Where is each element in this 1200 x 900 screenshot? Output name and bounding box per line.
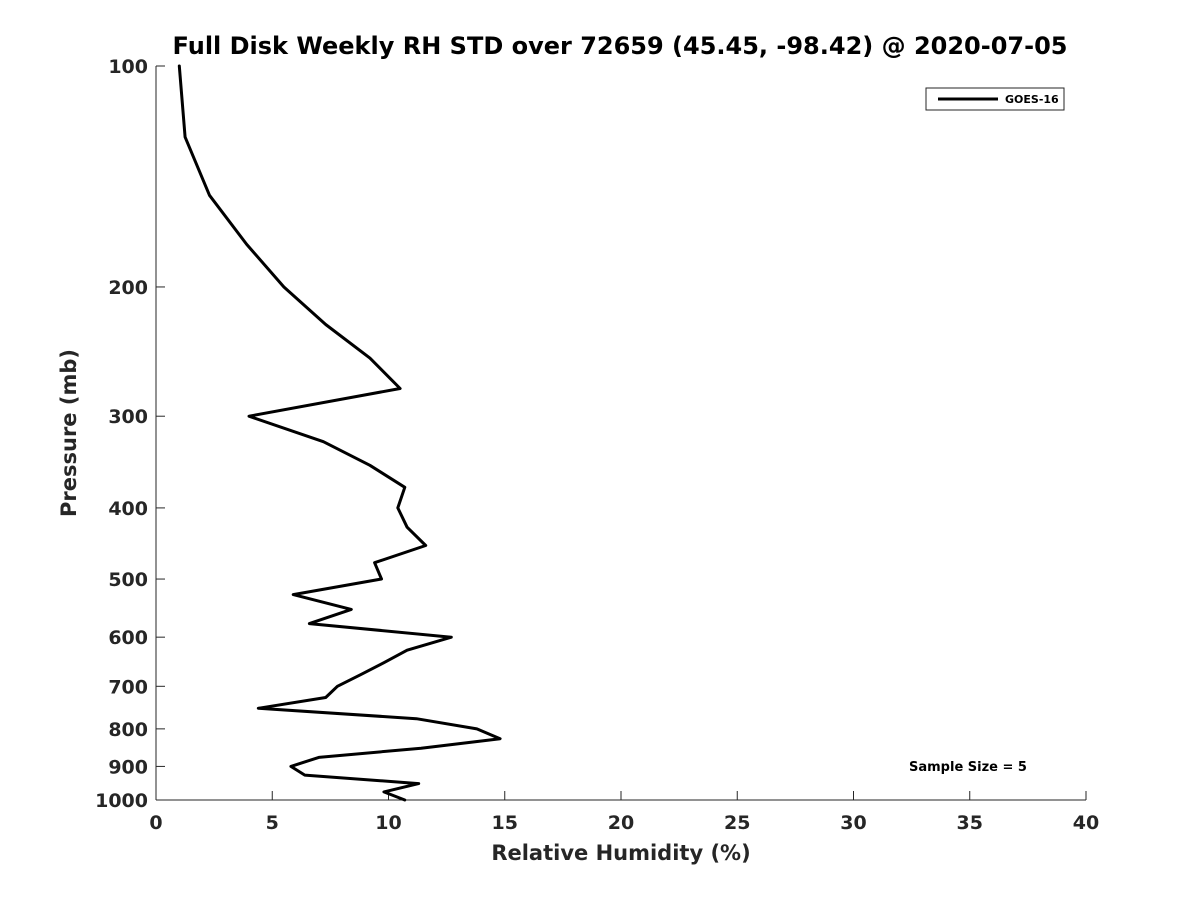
x-tick-label: 0 — [149, 812, 162, 834]
x-axis-label: Relative Humidity (%) — [491, 841, 750, 865]
chart-title: Full Disk Weekly RH STD over 72659 (45.4… — [173, 32, 1068, 60]
legend-entry-goes-16: GOES-16 — [1005, 93, 1059, 106]
x-tick-label: 30 — [840, 812, 866, 834]
x-tick-label: 40 — [1073, 812, 1099, 834]
y-tick-label: 100 — [108, 56, 148, 78]
x-ticks: 0 5 10 15 20 25 30 35 40 — [149, 791, 1099, 834]
y-tick-label: 700 — [108, 676, 148, 698]
x-tick-label: 5 — [266, 812, 279, 834]
y-ticks: 100 200 300 400 500 600 700 800 900 1000 — [95, 56, 165, 812]
x-tick-label: 15 — [492, 812, 518, 834]
x-tick-label: 10 — [375, 812, 401, 834]
x-tick-label: 20 — [608, 812, 634, 834]
y-axis-label: Pressure (mb) — [57, 349, 81, 517]
series-layer — [177, 64, 502, 802]
y-tick-label: 800 — [108, 719, 148, 741]
legend: GOES-16 — [925, 87, 1065, 111]
y-tick-label: 600 — [108, 627, 148, 649]
y-tick-label: 200 — [108, 277, 148, 299]
sample-size-annotation: Sample Size = 5 — [909, 760, 1027, 775]
y-tick-label: 400 — [108, 498, 148, 520]
y-tick-label: 300 — [108, 406, 148, 428]
x-tick-label: 35 — [957, 812, 983, 834]
x-tick-label: 25 — [724, 812, 750, 834]
y-tick-label: 500 — [108, 569, 148, 591]
series-line-goes-16 — [177, 64, 502, 802]
y-tick-label: 1000 — [95, 790, 148, 812]
y-tick-label: 900 — [108, 756, 148, 778]
